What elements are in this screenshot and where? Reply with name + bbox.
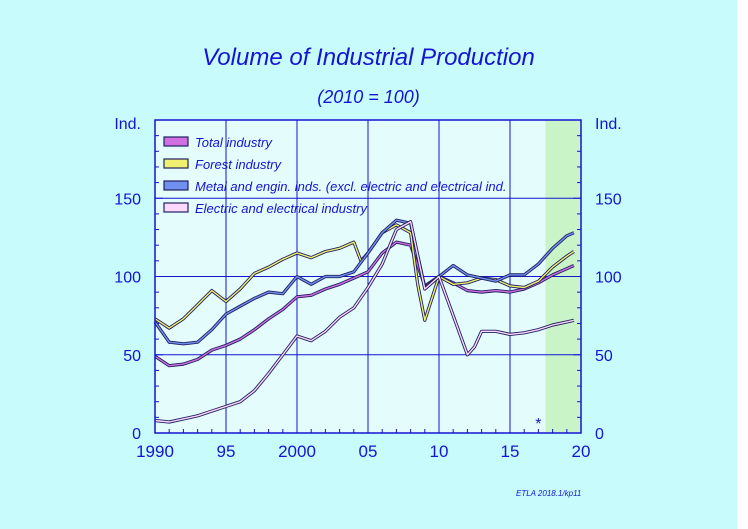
page-edge: [737, 0, 748, 529]
chart-subtitle: (2010 = 100): [317, 87, 420, 107]
series-line-2: [154, 219, 575, 345]
forecast-marker: *: [535, 416, 541, 433]
legend-label-0: Total industry: [195, 135, 273, 150]
legend-label-1: Forest industry: [195, 157, 282, 172]
y-axis-label-right: Ind.: [595, 116, 622, 133]
legend-swatch-2: [163, 180, 189, 191]
legend-label-2: Metal and engin. inds. (excl. electric a…: [195, 179, 506, 194]
series-line-3: [154, 220, 575, 423]
y-tick-label-left: 0: [132, 426, 141, 443]
x-tick-label: 10: [430, 442, 449, 461]
y-tick-label-right: 150: [595, 191, 622, 208]
chart-title: Volume of Industrial Production: [202, 44, 535, 71]
chart-credit: ETLA 2018.1/kp11: [516, 489, 582, 498]
x-tick-label: 2000: [278, 442, 316, 461]
legend-swatch-1: [163, 158, 189, 169]
legend-label-3: Electric and electrical industry: [195, 201, 368, 216]
y-tick-label-left: 50: [123, 348, 141, 365]
x-tick-label: 20: [572, 442, 591, 461]
y-tick-label-left: 100: [114, 270, 141, 287]
y-tick-label-right: 100: [595, 270, 622, 287]
x-tick-label: 95: [217, 442, 236, 461]
y-tick-label-right: 0: [595, 426, 604, 443]
legend-swatch-3: [163, 202, 189, 213]
y-tick-label-right: 50: [595, 348, 613, 365]
x-tick-label: 05: [359, 442, 378, 461]
x-tick-label: 1990: [136, 442, 174, 461]
y-tick-label-left: 150: [114, 191, 141, 208]
x-tick-label: 15: [501, 442, 520, 461]
legend-swatch-0: [163, 136, 189, 147]
y-axis-label-left: Ind.: [114, 116, 141, 133]
series-line-0: [154, 241, 575, 367]
plot-frame: [154, 119, 582, 434]
